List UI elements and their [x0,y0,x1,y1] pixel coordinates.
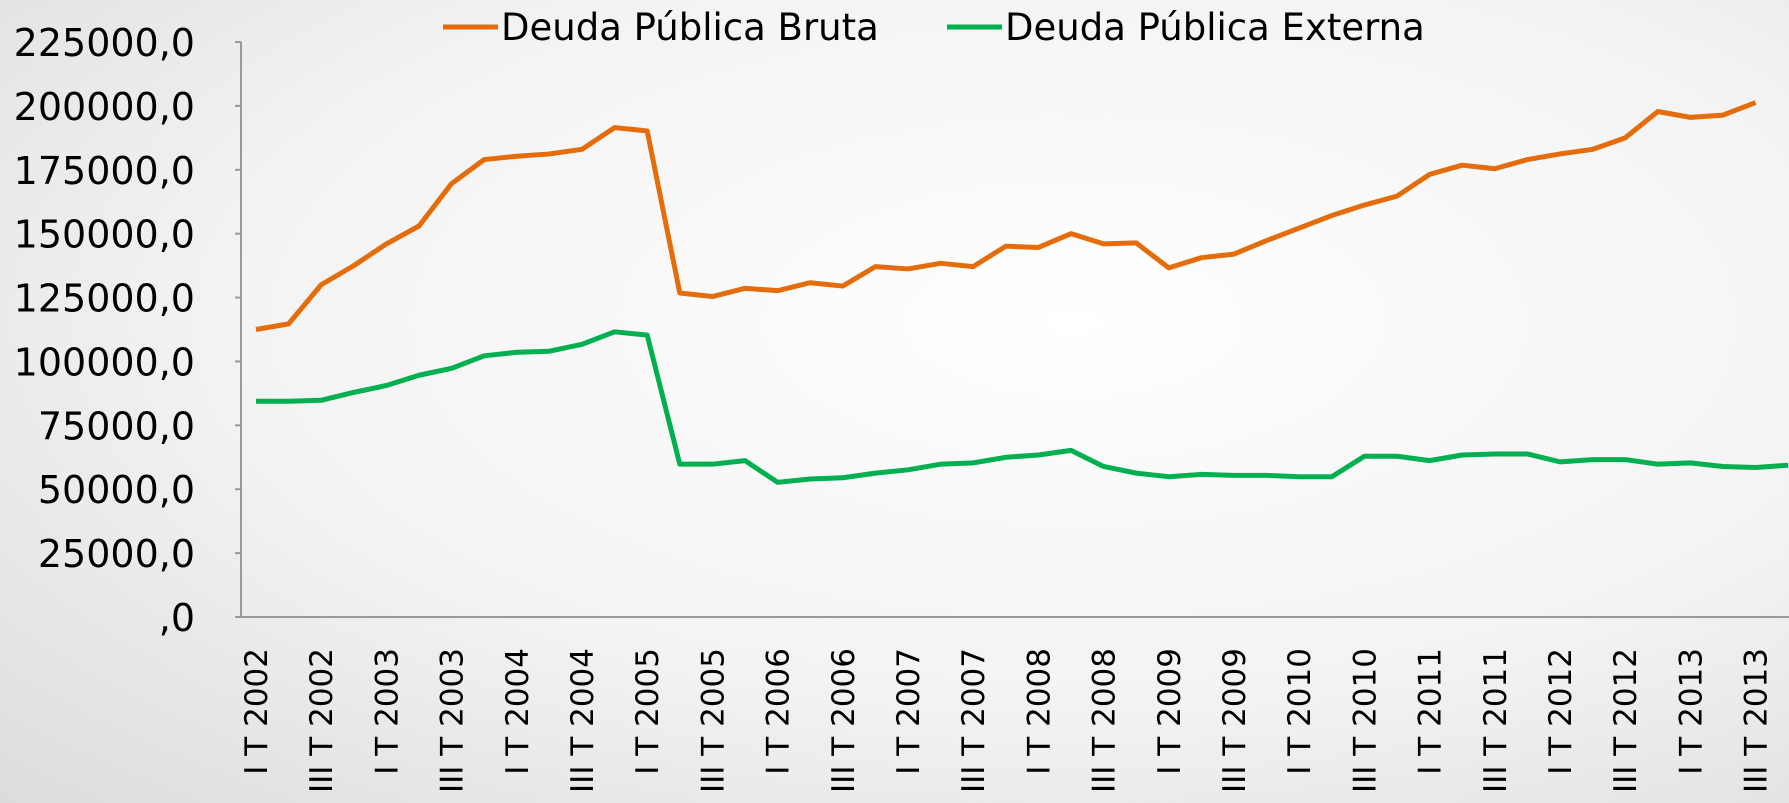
y-tick-label: 100000,0 [14,340,195,384]
x-tick-label: I T 2012 [1543,648,1579,775]
y-tick-label: 225000,0 [14,21,195,65]
y-tick-label: 150000,0 [14,213,195,257]
x-tick-label: III T 2004 [565,648,601,793]
legend-label: Deuda Pública Externa [1005,6,1425,49]
y-tick-label: 125000,0 [14,277,195,321]
data-line [255,100,1757,332]
x-tick-label: I T 2006 [761,648,797,775]
x-tick-label: I T 2002 [239,648,275,775]
data-line [256,329,1789,485]
x-tick-label: I T 2009 [1152,648,1188,775]
x-tick-label: III T 2011 [1478,648,1514,793]
x-tick-label: I T 2010 [1282,648,1318,775]
y-tick-label: 75000,0 [38,404,195,448]
x-tick-label: III T 2010 [1347,648,1383,793]
x-tick-label: III T 2013 [1739,648,1775,793]
x-tick-label: III T 2006 [826,648,862,793]
y-tick-label: 50000,0 [38,468,195,512]
legend-label: Deuda Pública Bruta [501,6,879,49]
x-tick-label: I T 2004 [500,648,536,775]
x-tick-label: III T 2009 [1217,648,1253,793]
x-tick-label: III T 2002 [304,648,340,793]
x-tick-label: III T 2007 [956,648,992,793]
x-tick-label: III T 2008 [1087,648,1123,793]
y-tick-label: 25000,0 [38,532,195,576]
x-tick-label: I T 2013 [1673,648,1709,775]
y-tick-label: 175000,0 [14,149,195,193]
x-tick-label: III T 2005 [695,648,731,793]
y-tick-label: 200000,0 [14,85,195,129]
x-tick-label: III T 2012 [1608,648,1644,793]
x-tick-label: I T 2011 [1413,648,1449,775]
x-tick-label: I T 2005 [630,648,666,775]
x-tick-label: III T 2003 [435,648,471,793]
x-tick-label: I T 2008 [1021,648,1057,775]
y-tick-label: ,0 [159,596,195,640]
x-tick-label: I T 2007 [891,648,927,775]
x-tick-label: I T 2003 [369,648,405,775]
